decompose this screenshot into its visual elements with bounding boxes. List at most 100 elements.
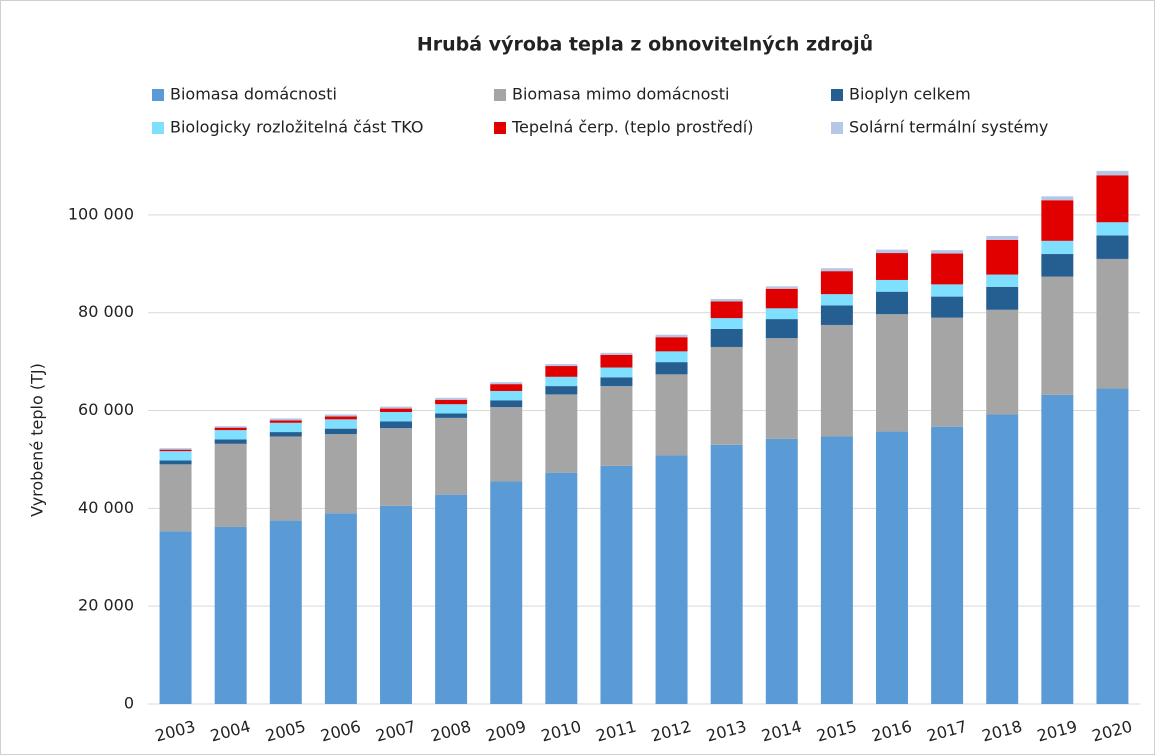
bar-segment bbox=[380, 412, 412, 422]
bar-segment bbox=[545, 376, 578, 387]
bar-segment bbox=[380, 408, 412, 413]
bar-segment bbox=[710, 328, 743, 347]
bar-segment bbox=[214, 443, 247, 527]
bar-segment bbox=[435, 494, 468, 704]
bar-segment bbox=[324, 414, 357, 417]
bar-segment bbox=[600, 465, 633, 704]
bar-segment bbox=[1041, 200, 1074, 241]
bar-segment bbox=[1041, 276, 1074, 395]
bar-segment bbox=[931, 426, 964, 704]
bar-segment bbox=[986, 239, 1019, 275]
legend-swatch bbox=[494, 122, 506, 134]
bar-segment bbox=[931, 284, 964, 297]
bar-segment bbox=[269, 418, 302, 421]
bar-segment bbox=[655, 374, 688, 456]
bar-segment bbox=[1041, 240, 1074, 255]
bar-segment bbox=[710, 301, 743, 319]
bar-segment bbox=[710, 346, 743, 445]
bar-segment bbox=[876, 314, 908, 432]
bar-segment bbox=[435, 397, 468, 400]
bar-segment bbox=[214, 430, 247, 440]
bar-segment bbox=[380, 406, 412, 409]
bar-segment bbox=[710, 299, 743, 302]
y-tick-label: 0 bbox=[124, 694, 134, 713]
bar-segment bbox=[931, 253, 964, 285]
bar-segment bbox=[490, 384, 523, 391]
bar-segment bbox=[820, 324, 853, 437]
bar-segment bbox=[876, 253, 908, 280]
bar-segment bbox=[214, 439, 247, 444]
bar-segment bbox=[986, 274, 1019, 287]
bar-segment bbox=[820, 294, 853, 306]
bar-segment bbox=[876, 431, 908, 704]
bar-segment bbox=[490, 407, 523, 482]
legend-swatch bbox=[152, 89, 164, 101]
bar-segment bbox=[545, 394, 578, 473]
bar-segment bbox=[765, 286, 798, 289]
bar-segment bbox=[380, 505, 412, 704]
bar-segment bbox=[1096, 175, 1129, 223]
bar-segment bbox=[931, 250, 964, 254]
bar-segment bbox=[655, 351, 688, 363]
y-axis-label: Vyrobené teplo (TJ) bbox=[28, 363, 47, 517]
bar-segment bbox=[765, 319, 798, 339]
bar-segment bbox=[655, 362, 688, 375]
bar-segment bbox=[710, 318, 743, 329]
bar-segment bbox=[876, 291, 908, 315]
bar-segment bbox=[820, 268, 853, 272]
bar-segment bbox=[1041, 254, 1074, 277]
bar-segment bbox=[269, 432, 302, 437]
bar-segment bbox=[600, 386, 633, 466]
bar-segment bbox=[986, 309, 1019, 415]
bar-segment bbox=[931, 317, 964, 427]
bar-segment bbox=[820, 271, 853, 295]
bar-segment bbox=[986, 414, 1019, 704]
bar-segment bbox=[324, 513, 357, 704]
legend-label: Biomasa domácnosti bbox=[170, 85, 337, 104]
bar-segment bbox=[986, 235, 1019, 240]
chart-title: Hrubá výroba tepla z obnovitelných zdroj… bbox=[417, 33, 873, 56]
bar-segment bbox=[655, 337, 688, 352]
bar-segment bbox=[435, 417, 468, 495]
bar-segment bbox=[214, 427, 247, 431]
bar-segment bbox=[1096, 170, 1129, 176]
legend-swatch bbox=[494, 89, 506, 101]
bar-segment bbox=[435, 404, 468, 414]
bar-segment bbox=[931, 296, 964, 318]
bar-segment bbox=[545, 386, 578, 395]
legend-swatch bbox=[152, 122, 164, 134]
bar-segment bbox=[324, 428, 357, 435]
bar-segment bbox=[269, 422, 302, 433]
bar-segment bbox=[876, 249, 908, 254]
legend-label: Tepelná čerp. (teplo prostředí) bbox=[511, 118, 753, 137]
y-tick-label: 40 000 bbox=[78, 498, 134, 517]
bar-segment bbox=[159, 449, 192, 452]
bar-segment bbox=[986, 286, 1019, 310]
bar-segment bbox=[269, 436, 302, 521]
bar-segment bbox=[380, 421, 412, 429]
bar-segment bbox=[655, 334, 688, 338]
bar-segment bbox=[765, 338, 798, 439]
bar-segment bbox=[545, 472, 578, 704]
bar-segment bbox=[710, 444, 743, 704]
bar-segment bbox=[490, 382, 523, 385]
y-tick-label: 60 000 bbox=[78, 400, 134, 419]
legend-label: Bioplyn celkem bbox=[849, 85, 971, 104]
bar-segment bbox=[435, 399, 468, 405]
bar-segment bbox=[214, 426, 247, 428]
bar-segment bbox=[1096, 388, 1129, 704]
bar-segment bbox=[600, 367, 633, 378]
bar-segment bbox=[600, 354, 633, 368]
bar-segment bbox=[214, 526, 247, 704]
bar-segment bbox=[876, 279, 908, 292]
bar-segment bbox=[600, 377, 633, 387]
legend-label: Biologicky rozložitelná část TKO bbox=[170, 118, 423, 137]
bar-segment bbox=[269, 520, 302, 704]
bar-segment bbox=[159, 531, 192, 704]
y-tick-label: 100 000 bbox=[68, 204, 134, 223]
bar-segment bbox=[490, 400, 523, 408]
y-tick-label: 20 000 bbox=[78, 596, 134, 615]
bar-segment bbox=[435, 413, 468, 418]
bar-segment bbox=[545, 366, 578, 377]
